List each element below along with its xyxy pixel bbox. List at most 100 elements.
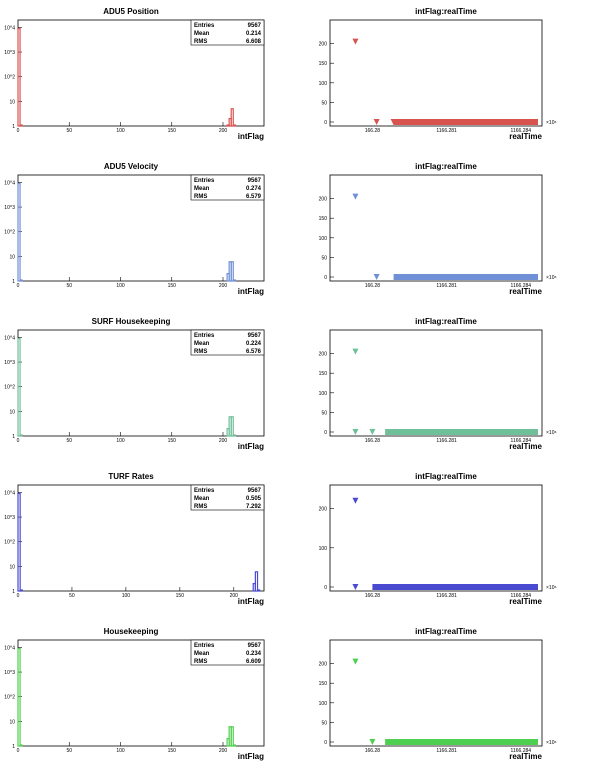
x-axis-label: realTime	[509, 132, 542, 141]
x-tick-label: 50	[69, 593, 75, 599]
x-tick-label: 1166.284	[511, 128, 532, 134]
data-point	[352, 193, 359, 200]
chart-title: intFlag:realTime	[415, 317, 477, 326]
data-point	[352, 584, 359, 590]
x-tick-label: 0	[17, 438, 20, 444]
y-tick-label: 200	[319, 662, 328, 668]
stats-label: RMS	[194, 349, 207, 355]
stats-value: 9567	[248, 643, 262, 649]
x-tick-label: 0	[17, 283, 20, 289]
x-tick-label: 200	[230, 593, 239, 599]
x-axis-label: realTime	[509, 287, 542, 296]
y-tick-label: 1	[12, 124, 15, 130]
histogram-bin	[19, 589, 23, 592]
y-tick-label: 200	[319, 352, 328, 358]
x-axis-label: realTime	[509, 442, 542, 451]
y-tick-label: 200	[319, 507, 328, 513]
plot-frame	[329, 639, 543, 747]
x-axis-label: realTime	[509, 597, 542, 606]
x-tick-label: 100	[116, 128, 125, 134]
stats-label: RMS	[194, 659, 207, 665]
y-tick-label: 10^2	[4, 385, 15, 391]
stats-value: 9567	[248, 488, 262, 494]
x-tick-label: 100	[116, 438, 125, 444]
stats-label: Entries	[194, 488, 215, 494]
histogram-bin	[230, 108, 234, 127]
y-tick-label: 10	[9, 719, 15, 725]
histogram-bin	[17, 337, 21, 437]
histogram-bin	[232, 124, 236, 127]
chart-title: intFlag:realTime	[415, 7, 477, 16]
y-tick-label: 1	[12, 589, 15, 595]
chart-title: intFlag:realTime	[415, 472, 477, 481]
x-tick-label: 1166.281	[436, 128, 457, 134]
x-tick-label: 150	[176, 593, 185, 599]
stats-label: RMS	[194, 504, 207, 510]
stats-label: Entries	[194, 643, 215, 649]
stats-value: 7.292	[246, 504, 262, 510]
stats-value: 6.608	[246, 39, 262, 45]
stats-value: 6.576	[246, 349, 262, 355]
y-tick-label: 1	[12, 744, 15, 750]
histogram-bin	[19, 434, 23, 437]
histogram-bin	[19, 744, 23, 747]
histogram-bin	[232, 279, 236, 282]
y-tick-label: 0	[324, 275, 327, 281]
x-axis-label: intFlag	[238, 597, 264, 606]
y-tick-label: 10	[9, 99, 15, 105]
x-axis-label: intFlag	[238, 132, 264, 141]
data-point	[369, 739, 376, 745]
data-band	[393, 274, 538, 280]
y-tick-label: 150	[319, 61, 328, 67]
chart-title: ADU5 Position	[103, 7, 159, 16]
x-tick-label: 1166.281	[436, 748, 457, 754]
histogram-bin	[254, 571, 259, 592]
data-point	[352, 348, 359, 355]
histogram-bin	[19, 124, 23, 127]
x-tick-label: 150	[168, 128, 177, 134]
stats-label: Mean	[194, 496, 210, 502]
y-tick-label: 200	[319, 197, 328, 203]
data-band	[372, 584, 538, 590]
y-tick-label: 0	[324, 585, 327, 591]
y-tick-label: 10^3	[4, 50, 15, 56]
scatter-1: intFlag:realTime realTime 0 50 100 150 200 166.…	[319, 162, 557, 296]
x-tick-label: 0	[17, 128, 20, 134]
x-tick-label: 166.28	[365, 438, 381, 444]
x-axis-label: intFlag	[238, 287, 264, 296]
stats-label: RMS	[194, 194, 207, 200]
plot-frame	[329, 484, 543, 592]
histogram-bin	[17, 647, 21, 747]
x-tick-label: 150	[168, 438, 177, 444]
x-tick-label: 100	[116, 748, 125, 754]
chart-title: Housekeeping	[104, 627, 159, 636]
x-tick-label: 166.28	[365, 593, 381, 599]
y-tick-label: 10^2	[4, 75, 15, 81]
chart-title: ADU5 Velocity	[104, 162, 159, 171]
y-tick-label: 10^3	[4, 205, 15, 211]
x-axis-label: intFlag	[238, 752, 264, 761]
histogram-bin	[17, 27, 21, 127]
y-tick-label: 10^4	[4, 335, 15, 341]
histogram-bin	[230, 416, 234, 437]
stats-box	[190, 19, 265, 46]
y-tick-label: 100	[319, 236, 328, 242]
data-band	[385, 429, 538, 435]
histogram-4: Housekeeping intFlag 0 50 100 150 200 1 10 10^2 10…	[4, 627, 265, 761]
chart-title: TURF Rates	[108, 472, 154, 481]
chart-title: intFlag:realTime	[415, 627, 477, 636]
stats-box	[190, 639, 265, 666]
x-exponent-label: ×10⁶	[546, 120, 557, 126]
data-point	[352, 497, 359, 504]
scatter-2: intFlag:realTime realTime 0 50 100 150 200 166.…	[319, 317, 557, 451]
x-tick-label: 50	[66, 128, 72, 134]
data-point	[373, 274, 380, 280]
histogram-bin	[256, 589, 261, 592]
y-tick-label: 10^2	[4, 695, 15, 701]
x-tick-label: 150	[168, 283, 177, 289]
x-tick-label: 150	[168, 748, 177, 754]
x-exponent-label: ×10⁶	[546, 275, 557, 281]
y-tick-label: 50	[321, 255, 327, 261]
stats-label: Mean	[194, 341, 210, 347]
